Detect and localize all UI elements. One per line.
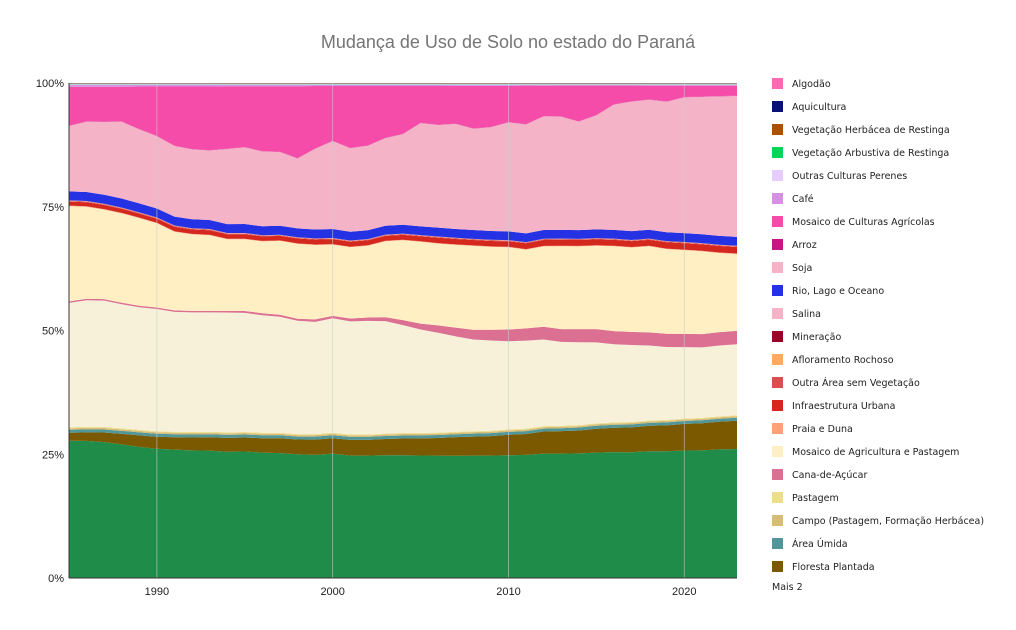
legend-label-algodao: Algodão [792,79,831,90]
legend-swatch-praia-e-duna [772,423,783,434]
legend-swatch-mosaico-de-agricultura-e-pastagem [772,446,783,457]
legend-swatch-infraestrutura-urbana [772,400,783,411]
y-tick-label: 100% [36,78,64,90]
area-series-outras-culturas-perenes-19 [69,84,737,86]
x-tick-label: 2000 [320,586,344,598]
area-series-soja-15 [69,95,737,237]
legend-label-salina: Salina [792,309,821,320]
area-series-mosaico-de-agricultura-e-pastagem-5 [69,300,737,435]
legend: Algodão Aquicultura Vegetação Herbácea de … [772,78,984,593]
legend-swatch-salina [772,308,783,319]
legend-label-vegetacao-herbacea-de-restinga: Vegetação Herbácea de Restinga [792,125,950,136]
legend-swatch-floresta-plantada [772,561,783,572]
area-series-praia-e-duna-8 [69,205,737,254]
legend-swatch-pastagem [772,492,783,503]
legend-more-link[interactable]: Mais 2 [772,582,803,593]
area-series-salina-13 [69,200,737,247]
area-series-outra-area-sem-vegetacao-10 [69,201,737,248]
legend-swatch-arroz [772,239,783,250]
x-tick-label: 2010 [496,586,520,598]
legend-label-pastagem: Pastagem [792,493,839,504]
legend-label-praia-e-duna: Praia e Duna [792,424,853,435]
chart-title: Mudança de Uso de Solo no estado do Para… [320,32,696,52]
legend-label-infraestrutura-urbana: Infraestrutura Urbana [792,401,895,412]
area-layers [69,83,737,578]
legend-label-afloramento-rochoso: Afloramento Rochoso [792,355,894,366]
legend-label-rio-lago-e-oceano: Rio, Lago e Oceano [792,286,884,297]
area-series-floresta-plantada-1 [69,420,737,456]
area-series-mosaico-de-culturas-agricolas-17 [69,85,737,159]
y-tick-label: 25% [42,449,64,461]
legend-label-arroz: Arroz [792,240,817,251]
legend-label-aquicultura: Aquicultura [792,102,846,113]
legend-swatch-campo-pastagem-formacao-herbacea [772,515,783,526]
legend-label-cafe: Café [792,194,814,205]
legend-swatch-mosaico-de-culturas-agricolas [772,216,783,227]
legend-label-vegetacao-arbustiva-de-restinga: Vegetação Arbustiva de Restinga [792,148,949,159]
legend-swatch-aquicultura [772,101,783,112]
y-tick-label: 75% [42,202,64,214]
legend-label-mineracao: Mineração [792,332,841,343]
x-tick-label: 2020 [672,586,696,598]
area-series-vegetacao-arbustiva-de-restinga-20 [69,83,737,85]
legend-swatch-vegetacao-herbacea-de-restinga [772,124,783,135]
area-series-cana-de-acucar-6 [69,298,737,348]
area-series-afloramento-rochoso-11 [69,200,737,247]
legend-swatch-vegetacao-arbustiva-de-restinga [772,147,783,158]
legend-label-outra-area-sem-vegetacao: Outra Área sem Vegetação [792,377,920,389]
y-tick-label: 0% [48,573,64,585]
legend-swatch-cana-de-acucar [772,469,783,480]
legend-swatch-algodao [772,78,783,89]
legend-label-cana-de-acucar: Cana-de-Açúcar [792,470,867,481]
legend-label-mosaico-de-culturas-agricolas: Mosaico de Culturas Agrícolas [792,217,935,228]
legend-swatch-soja [772,262,783,273]
legend-label-campo-pastagem-formacao-herbacea: Campo (Pastagem, Formação Herbácea) [792,516,984,527]
legend-label-soja: Soja [792,263,812,274]
legend-swatch-mineracao [772,331,783,342]
legend-swatch-afloramento-rochoso [772,354,783,365]
x-tick-label: 1990 [145,586,169,598]
area-series-cafe-18 [69,84,737,87]
area-series-mosaico-de-agricultura-e-pastagem-7 [69,206,737,335]
area-series-formacao-florestal-0 [69,440,737,578]
legend-label-mosaico-de-agricultura-e-pastagem: Mosaico de Agricultura e Pastagem [792,447,959,458]
axes: 1990 2000 2010 2020 0% 25% 50% 75% 100% [36,78,737,598]
area-series-rio-lago-e-oceano-14 [69,191,737,246]
area-series-infraestrutura-urbana-9 [69,201,737,254]
legend-label-area-umida: Área Úmida [792,538,848,550]
legend-label-outras-culturas-perenes: Outras Culturas Perenes [792,171,907,182]
legend-swatch-cafe [772,193,783,204]
legend-swatch-rio-lago-e-oceano [772,285,783,296]
grid-lines [156,83,685,578]
legend-swatch-area-umida [772,538,783,549]
legend-swatch-outras-culturas-perenes [772,170,783,181]
legend-label-floresta-plantada: Floresta Plantada [792,562,875,573]
area-series-mineracao-12 [69,200,737,247]
y-tick-label: 50% [42,326,64,338]
legend-swatch-outra-area-sem-vegetacao [772,377,783,388]
